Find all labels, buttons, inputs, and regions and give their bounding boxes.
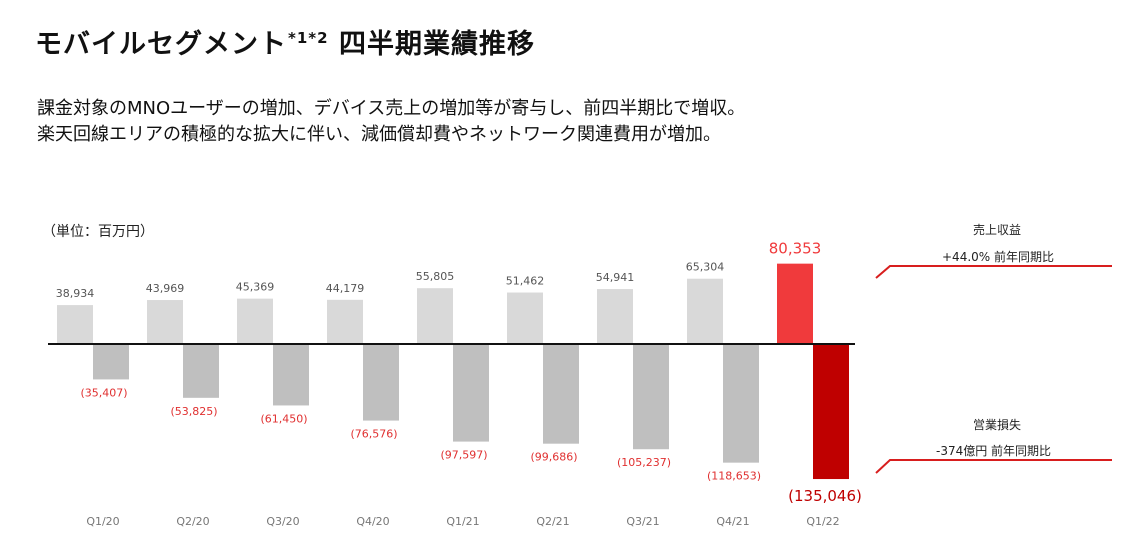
loss-value-label: (53,825) (170, 405, 217, 418)
unit-label: （単位：百万円） (42, 224, 154, 240)
loss-value-label: (118,653) (707, 470, 761, 483)
subtitle-line-2: 楽天回線エリアの積極的な拡大に伴い、減価償却費やネットワーク関連費用が増加。 (37, 124, 721, 145)
revenue-value-label: 45,369 (236, 281, 275, 294)
loss-bar (723, 344, 759, 463)
revenue-bar (507, 292, 543, 344)
x-tick-label: Q4/21 (716, 515, 749, 528)
revenue-bar (147, 300, 183, 344)
page-title: モバイルセグメント*1*2 四半期業績推移 (35, 22, 535, 61)
revenue-value-label: 44,179 (326, 282, 365, 295)
x-tick-label: Q1/22 (806, 515, 839, 528)
revenue-bar (57, 305, 93, 344)
loss-bar (543, 344, 579, 444)
loss-value-label: (61,450) (260, 412, 307, 425)
revenue-bar (327, 299, 363, 344)
revenue-bar (687, 278, 723, 344)
subtitle-line-1: 課金対象のMNOユーザーの増加、デバイス売上の増加等が寄与し、前四半期比で増収。 (37, 98, 746, 119)
revenue-value-label: 51,462 (506, 275, 545, 288)
loss-bar (93, 344, 129, 380)
title-superscript: *1*2 (288, 29, 329, 47)
loss-value-label: (76,576) (350, 428, 397, 441)
revenue-annotation-title: 売上収益 (973, 223, 1022, 237)
loss-bar (633, 344, 669, 450)
revenue-value-label: 55,805 (416, 270, 455, 283)
subtitle: 課金対象のMNOユーザーの増加、デバイス売上の増加等が寄与し、前四半期比で増収。… (37, 96, 745, 148)
loss-annotation-change: -374億円 前年同期比 (936, 444, 1052, 458)
x-tick-label: Q4/20 (356, 515, 389, 528)
loss-bar (183, 344, 219, 398)
loss-annotation-line (875, 459, 1112, 474)
loss-bar (453, 344, 489, 442)
x-tick-label: Q1/21 (446, 515, 479, 528)
title-main: モバイルセグメント (35, 29, 287, 60)
x-tick-label: Q2/21 (536, 515, 569, 528)
revenue-value-label: 38,934 (56, 287, 95, 300)
x-tick-label: Q2/20 (176, 515, 209, 528)
loss-annotation-title: 営業損失 (973, 418, 1022, 432)
revenue-value-label: 65,304 (686, 261, 725, 274)
loss-value-label: (35,407) (80, 386, 127, 399)
revenue-bar (237, 298, 273, 344)
revenue-value-label: 80,353 (769, 240, 822, 258)
revenue-bar (777, 263, 813, 344)
loss-bar (363, 344, 399, 421)
x-tick-label: Q1/20 (86, 515, 119, 528)
x-tick-label: Q3/20 (266, 515, 299, 528)
loss-value-label: (105,237) (617, 456, 671, 469)
revenue-annotation-change: +44.0% 前年同期比 (942, 250, 1054, 264)
loss-bar (273, 344, 309, 406)
loss-value-label: (135,046) (788, 487, 862, 505)
x-tick-label: Q3/21 (626, 515, 659, 528)
loss-bar (813, 344, 849, 480)
revenue-bar (597, 289, 633, 344)
revenue-bar (417, 288, 453, 344)
revenue-value-label: 43,969 (146, 282, 185, 295)
title-suffix: 四半期業績推移 (328, 29, 535, 60)
revenue-value-label: 54,941 (596, 271, 635, 284)
loss-value-label: (99,686) (530, 451, 577, 464)
loss-value-label: (97,597) (440, 449, 487, 462)
revenue-annotation-line (875, 265, 1112, 279)
